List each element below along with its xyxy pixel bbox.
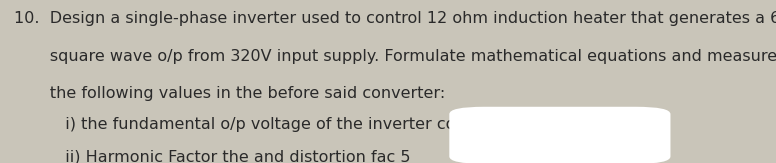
- Text: the following values in the before said converter:: the following values in the before said …: [14, 86, 445, 101]
- Text: ii) Harmonic Factor the and distortion fac 5: ii) Harmonic Factor the and distortion f…: [14, 150, 411, 163]
- Text: i) the fundamental o/p voltage of the inverter configuration: i) the fundamental o/p voltage of the in…: [14, 117, 544, 132]
- Text: square wave o/p from 320V input supply. Formulate mathematical equations and mea: square wave o/p from 320V input supply. …: [14, 49, 776, 64]
- Text: th: th: [525, 137, 536, 147]
- Text: th: th: [525, 137, 536, 147]
- Text: harmonic tor: harmonic tor: [539, 150, 648, 163]
- Text: 10.  Design a single-phase inverter used to control 12 ohm induction heater that: 10. Design a single-phase inverter used …: [14, 11, 776, 26]
- FancyBboxPatch shape: [449, 107, 670, 163]
